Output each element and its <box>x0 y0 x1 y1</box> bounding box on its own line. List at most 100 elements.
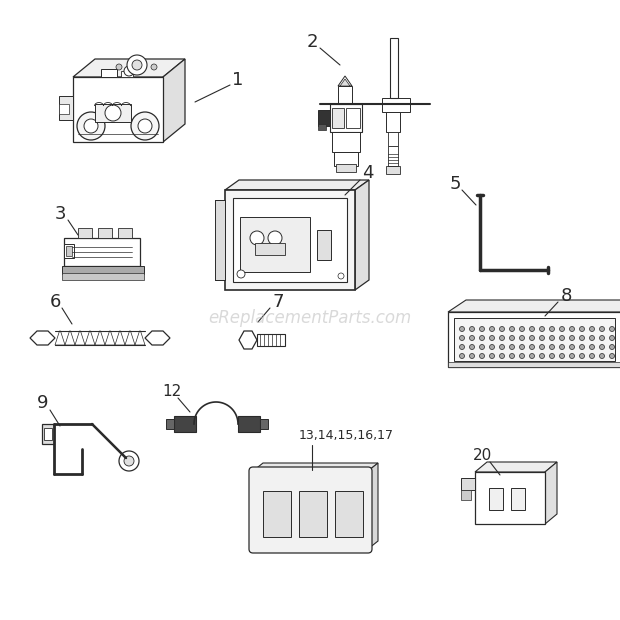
Bar <box>64 238 140 266</box>
Text: 3: 3 <box>55 205 66 223</box>
Polygon shape <box>55 331 65 345</box>
Circle shape <box>119 451 139 471</box>
Circle shape <box>469 335 474 340</box>
Bar <box>59 104 69 114</box>
Circle shape <box>559 327 564 332</box>
Polygon shape <box>115 331 125 345</box>
Bar <box>330 104 362 132</box>
Bar <box>318 124 326 130</box>
Circle shape <box>469 353 474 358</box>
Text: 7: 7 <box>272 293 284 311</box>
Circle shape <box>570 327 575 332</box>
Bar <box>332 132 360 152</box>
Circle shape <box>338 273 344 279</box>
Circle shape <box>570 345 575 350</box>
Circle shape <box>549 327 554 332</box>
Polygon shape <box>75 331 85 345</box>
Bar <box>475 472 545 524</box>
Bar <box>215 200 225 280</box>
Polygon shape <box>145 331 170 345</box>
Circle shape <box>490 345 495 350</box>
Text: eReplacementParts.com: eReplacementParts.com <box>208 309 412 327</box>
Polygon shape <box>355 180 369 290</box>
Bar <box>454 318 615 361</box>
Circle shape <box>590 335 595 340</box>
Circle shape <box>127 55 147 75</box>
Bar <box>257 334 285 346</box>
Bar <box>95 104 131 122</box>
Bar <box>388 146 398 166</box>
Circle shape <box>132 60 142 70</box>
Bar <box>255 243 285 255</box>
Text: 20: 20 <box>474 448 493 463</box>
Circle shape <box>77 112 105 140</box>
Circle shape <box>479 345 484 350</box>
Circle shape <box>580 327 585 332</box>
Circle shape <box>237 270 245 278</box>
Circle shape <box>490 335 495 340</box>
Bar <box>334 152 358 166</box>
Circle shape <box>124 456 134 466</box>
Bar <box>263 491 291 537</box>
Bar <box>118 228 132 238</box>
Polygon shape <box>125 331 135 345</box>
Bar <box>62 273 144 280</box>
Bar <box>225 190 355 290</box>
Circle shape <box>520 353 525 358</box>
Bar <box>390 38 398 98</box>
Circle shape <box>500 353 505 358</box>
Circle shape <box>250 231 264 245</box>
Text: 1: 1 <box>232 71 244 89</box>
Bar <box>386 112 400 132</box>
Circle shape <box>469 327 474 332</box>
Bar <box>489 488 503 510</box>
Circle shape <box>459 353 464 358</box>
Circle shape <box>539 327 544 332</box>
Polygon shape <box>95 331 105 345</box>
Polygon shape <box>475 462 557 472</box>
Polygon shape <box>253 463 378 471</box>
Bar <box>335 491 363 537</box>
Polygon shape <box>163 59 185 142</box>
Circle shape <box>590 353 595 358</box>
Bar <box>318 110 330 126</box>
Polygon shape <box>135 331 145 345</box>
Circle shape <box>590 327 595 332</box>
Circle shape <box>600 327 604 332</box>
Bar <box>511 488 525 510</box>
Circle shape <box>590 345 595 350</box>
Circle shape <box>609 345 614 350</box>
Bar <box>336 164 356 172</box>
Circle shape <box>459 335 464 340</box>
Polygon shape <box>30 331 55 345</box>
Text: 8: 8 <box>560 287 572 305</box>
Circle shape <box>490 353 495 358</box>
Bar <box>78 228 92 238</box>
Circle shape <box>549 335 554 340</box>
Bar <box>386 166 400 174</box>
Bar <box>260 419 268 429</box>
Circle shape <box>500 335 505 340</box>
Bar <box>166 419 174 429</box>
Circle shape <box>479 335 484 340</box>
Bar <box>332 108 344 128</box>
Polygon shape <box>340 79 350 86</box>
Polygon shape <box>105 331 115 345</box>
Bar <box>448 362 620 367</box>
Bar <box>461 478 475 490</box>
Text: 5: 5 <box>450 175 461 193</box>
Circle shape <box>479 353 484 358</box>
Bar <box>461 490 471 500</box>
Circle shape <box>469 345 474 350</box>
Bar <box>388 132 398 146</box>
Polygon shape <box>65 331 75 345</box>
Bar <box>66 246 72 256</box>
Circle shape <box>151 64 157 70</box>
Circle shape <box>600 345 604 350</box>
Bar <box>121 71 133 77</box>
Circle shape <box>459 327 464 332</box>
Bar <box>42 424 54 444</box>
Bar <box>98 228 112 238</box>
Circle shape <box>529 353 534 358</box>
Circle shape <box>500 327 505 332</box>
